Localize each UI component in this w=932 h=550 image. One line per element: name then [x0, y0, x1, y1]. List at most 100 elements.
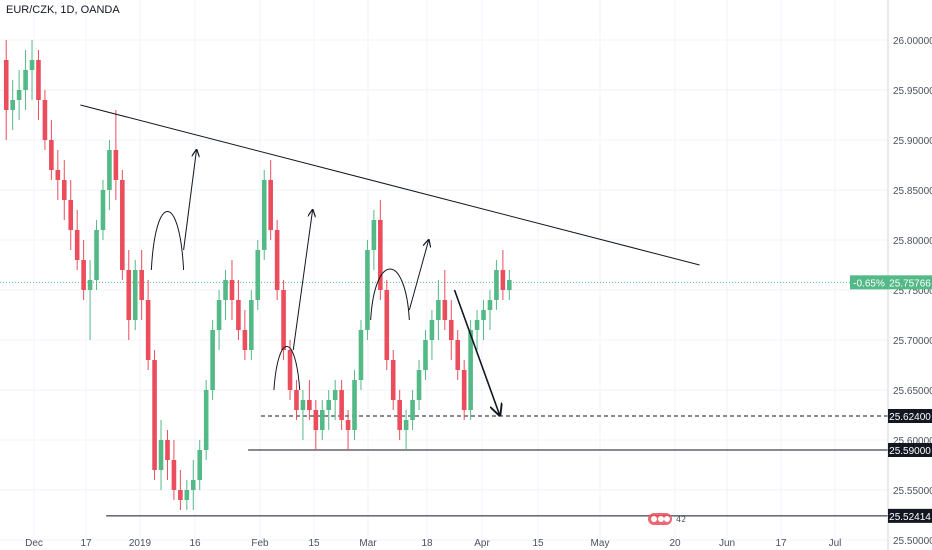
candle-body	[403, 420, 409, 430]
level-label: 25.52414	[889, 512, 931, 523]
candle-body	[203, 390, 209, 450]
candle-body	[281, 290, 286, 350]
candle-body	[339, 390, 344, 420]
level-label-bg	[888, 508, 932, 523]
candle-body	[249, 300, 254, 350]
candle-body	[423, 340, 428, 370]
candle-body	[468, 330, 473, 410]
trend-drawings	[80, 104, 700, 415]
candle-body	[242, 330, 248, 350]
candle-body	[442, 300, 448, 320]
candle-body	[378, 220, 383, 290]
candle-body	[307, 400, 312, 410]
level-label: 25.62400	[889, 412, 931, 423]
candle-body	[126, 270, 132, 320]
candle-body	[500, 270, 506, 290]
x-tick-label: Jun	[719, 538, 735, 549]
pattern-arc	[273, 346, 301, 391]
candle-body	[197, 450, 203, 480]
candle-body	[113, 150, 119, 180]
support-levels	[106, 415, 888, 517]
descending-trendline	[80, 104, 700, 266]
direction-arrow	[453, 289, 500, 415]
candle-body	[236, 300, 241, 330]
candle-body	[390, 360, 396, 400]
candle-body	[481, 310, 486, 320]
y-tick-label: 25.50000	[893, 536, 932, 547]
candle-body	[384, 290, 390, 360]
price-badge: 25.75766	[889, 278, 931, 289]
candle-body	[507, 280, 512, 290]
candle-body	[190, 480, 196, 490]
candle-body	[178, 490, 183, 500]
candle-body	[319, 410, 325, 430]
candle-body	[487, 300, 493, 310]
candle-body	[23, 70, 28, 90]
candle-body	[326, 400, 332, 410]
x-tick-label: Mar	[359, 538, 377, 549]
y-tick-label: 25.65000	[893, 386, 932, 397]
symbol-title: EUR/CZK, 1D, OANDA	[6, 4, 120, 16]
x-tick-label: 15	[532, 538, 544, 549]
candle-body	[42, 100, 48, 140]
candle-body	[294, 390, 299, 410]
candle-body	[371, 220, 377, 250]
candle-body	[416, 370, 422, 400]
candle-body	[313, 410, 319, 430]
candle-body	[107, 150, 112, 190]
candle-body	[448, 320, 454, 340]
direction-arrow	[408, 240, 428, 311]
level-label-bg	[888, 409, 932, 423]
candle-body	[352, 380, 357, 430]
candle-body	[358, 330, 364, 380]
candle-body	[268, 180, 273, 230]
tradingview-logo: 42	[648, 513, 686, 525]
candle-body	[55, 170, 61, 180]
candle-body	[397, 400, 402, 430]
candle-body	[87, 280, 93, 290]
y-tick-label: 25.90000	[893, 136, 932, 147]
candle-body	[455, 340, 461, 370]
candle-body	[139, 270, 144, 300]
candle-body	[216, 300, 222, 330]
pattern-arc	[150, 211, 185, 271]
candle-body	[474, 320, 480, 330]
candle-body	[158, 440, 164, 470]
candle-body	[152, 360, 157, 470]
candle-body	[145, 300, 151, 360]
candle-body	[345, 420, 351, 430]
candle-body	[10, 100, 15, 110]
candle-body	[287, 350, 293, 390]
candle-body	[461, 370, 467, 410]
candle-body	[81, 260, 86, 290]
candle-body	[184, 490, 190, 500]
time-axis[interactable]: Dec 17 2019 16 Feb 15 Mar 18 Apr 15 May 20 Jun 17 Jul	[25, 538, 841, 549]
candle-body	[300, 400, 306, 410]
x-tick-label: 17	[80, 538, 92, 549]
price-badge-bg	[888, 275, 932, 290]
candle-body	[3, 60, 9, 110]
y-tick-label: 25.95000	[893, 86, 932, 97]
y-tick-label: 25.70000	[893, 336, 932, 347]
candle-body	[171, 460, 177, 490]
price-axis[interactable]: 25.50000 25.55000 25.60000 25.65000 25.70000…	[893, 36, 932, 547]
candle-body	[36, 60, 41, 100]
candle-body	[223, 280, 228, 300]
candle-body	[49, 140, 54, 170]
candle-body	[16, 90, 22, 100]
y-tick-label: 25.80000	[893, 236, 932, 247]
x-tick-label: Feb	[251, 538, 269, 549]
svg-text:42: 42	[676, 515, 686, 524]
x-tick-label: 2019	[129, 538, 152, 549]
candle-body	[68, 200, 74, 230]
candle-body	[261, 180, 267, 250]
y-tick-label: 25.60000	[893, 436, 932, 447]
level-label: 25.59000	[889, 446, 931, 457]
x-tick-label: Dec	[25, 538, 43, 549]
y-tick-label: 26.00000	[893, 36, 932, 47]
price-labels: -0.65% 25.75766 25.62400 25.59000 25.52414	[850, 275, 932, 523]
candle-body	[255, 250, 261, 300]
candle-body	[29, 60, 35, 70]
x-tick-label: May	[591, 538, 610, 549]
